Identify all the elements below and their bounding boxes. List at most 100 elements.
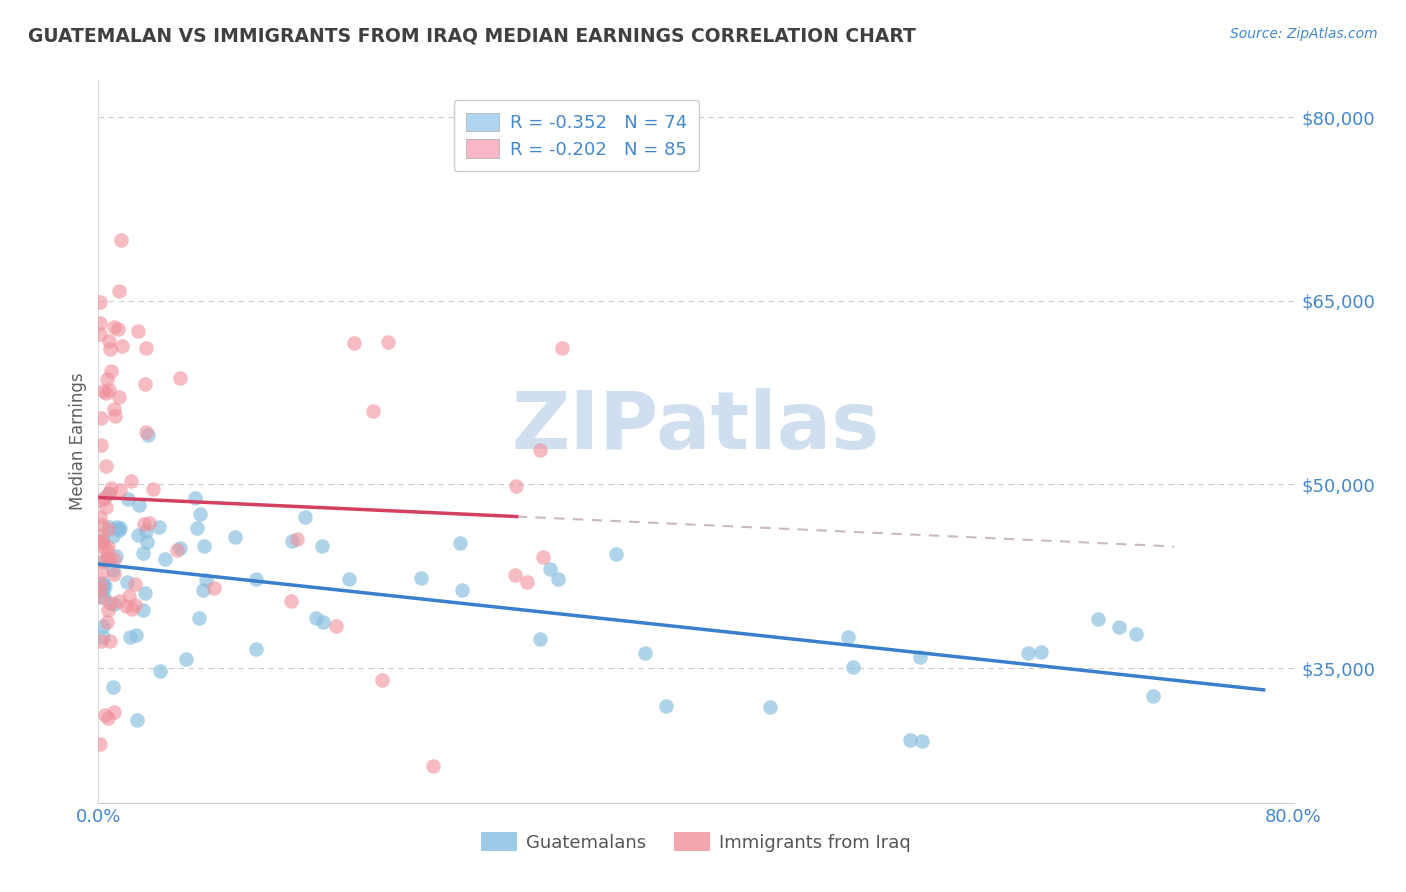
Point [98, 520, 121, 534]
Point [898, 732, 921, 747]
Point [96, 372, 118, 386]
Point [654, 698, 676, 713]
Point [97, 487, 120, 501]
Point [911, 734, 934, 748]
Point [120, 474, 142, 488]
Point [91, 533, 114, 547]
Point [94, 541, 117, 556]
Point [634, 646, 657, 660]
Point [1142, 689, 1164, 703]
Point [103, 566, 125, 581]
Point [1029, 645, 1052, 659]
Point [90, 554, 112, 568]
Point [103, 551, 125, 566]
Point [103, 319, 125, 334]
Point [120, 630, 142, 644]
Point [103, 597, 125, 611]
Point [837, 630, 859, 644]
Point [89, 577, 111, 591]
Text: Source: ZipAtlas.com: Source: ZipAtlas.com [1230, 27, 1378, 41]
Point [98, 486, 121, 500]
Point [93, 579, 115, 593]
Point [1087, 612, 1109, 626]
Point [422, 759, 444, 773]
Point [202, 582, 225, 596]
Point [124, 577, 146, 591]
Point [193, 539, 215, 553]
Point [101, 680, 124, 694]
Point [134, 586, 156, 600]
Point [91, 517, 114, 532]
Point [538, 562, 561, 576]
Point [142, 482, 165, 496]
Point [224, 531, 246, 545]
Point [127, 713, 149, 727]
Point [108, 285, 131, 299]
Point [132, 603, 155, 617]
Point [90, 533, 112, 548]
Point [127, 324, 149, 338]
Point [531, 549, 554, 564]
Point [91, 577, 114, 591]
Point [101, 563, 124, 577]
Point [97, 602, 120, 616]
Point [343, 335, 366, 350]
Point [1108, 620, 1130, 634]
Point [90, 411, 112, 425]
Point [96, 458, 118, 473]
Point [91, 540, 114, 554]
Point [90, 634, 112, 648]
Point [245, 572, 267, 586]
Point [91, 576, 114, 591]
Point [280, 594, 302, 608]
Point [187, 610, 209, 624]
Point [449, 536, 471, 550]
Point [132, 545, 155, 559]
Point [96, 615, 118, 630]
Point [89, 510, 111, 524]
Point [90, 565, 112, 579]
Point [89, 326, 111, 341]
Point [90, 493, 112, 508]
Point [89, 295, 111, 310]
Point [103, 401, 125, 416]
Point [89, 737, 111, 751]
Point [93, 554, 115, 568]
Point [89, 582, 111, 596]
Point [411, 571, 433, 585]
Point [93, 491, 115, 505]
Point [908, 650, 931, 665]
Point [361, 404, 384, 418]
Point [605, 548, 627, 562]
Point [311, 615, 333, 629]
Point [105, 520, 128, 534]
Point [108, 483, 131, 497]
Point [135, 425, 157, 439]
Point [132, 516, 155, 531]
Point [281, 534, 304, 549]
Point [100, 482, 122, 496]
Point [245, 642, 267, 657]
Point [136, 428, 159, 442]
Point [505, 479, 527, 493]
Point [184, 491, 207, 505]
Point [91, 535, 114, 549]
Text: ZIPatlas: ZIPatlas [512, 388, 880, 467]
Point [529, 443, 551, 458]
Point [153, 551, 176, 566]
Point [174, 652, 197, 666]
Point [377, 334, 399, 349]
Point [89, 591, 111, 605]
Point [103, 529, 125, 543]
Point [97, 522, 120, 536]
Point [551, 341, 574, 355]
Point [285, 533, 308, 547]
Point [94, 386, 117, 401]
Y-axis label: Median Earnings: Median Earnings [69, 373, 87, 510]
Point [337, 572, 360, 586]
Point [127, 528, 149, 542]
Point [90, 438, 112, 452]
Point [759, 700, 782, 714]
Point [503, 568, 526, 582]
Point [149, 665, 172, 679]
